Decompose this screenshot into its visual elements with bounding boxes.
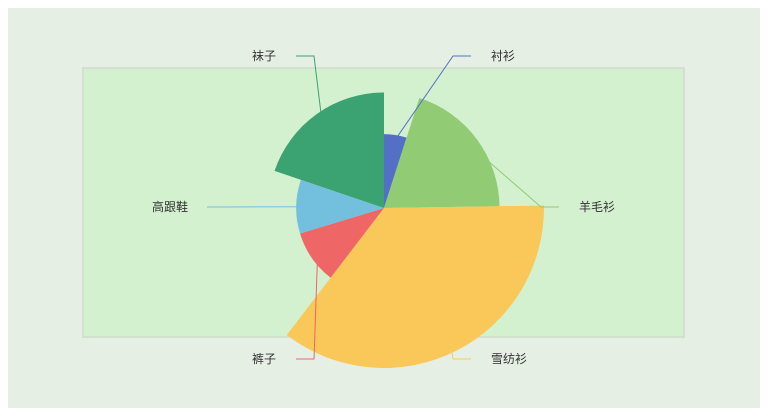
leader-line-5 [296,55,323,122]
leader-line-0 [394,55,471,142]
slice-group [274,92,544,368]
slice-label-3: 裤子 [252,352,276,366]
rose-slice-3[interactable] [300,208,384,278]
leader-line-group [207,55,559,360]
slice-label-0: 衬衫 [491,49,515,63]
rose-slice-1[interactable] [384,97,500,208]
rose-slice-2[interactable] [286,205,544,368]
slice-label-2: 雪纺衫 [491,352,527,366]
slice-label-1: 羊毛衫 [579,199,615,214]
leader-line-1 [469,144,559,208]
rose-slice-0[interactable] [384,134,407,208]
rose-slice-4[interactable] [296,179,384,234]
rose-slice-5[interactable] [274,92,384,208]
leader-line-2 [449,339,471,360]
slice-label-5: 袜子 [252,49,276,63]
slice-label-4: 高跟鞋 [152,199,188,214]
leader-line-3 [296,253,319,360]
